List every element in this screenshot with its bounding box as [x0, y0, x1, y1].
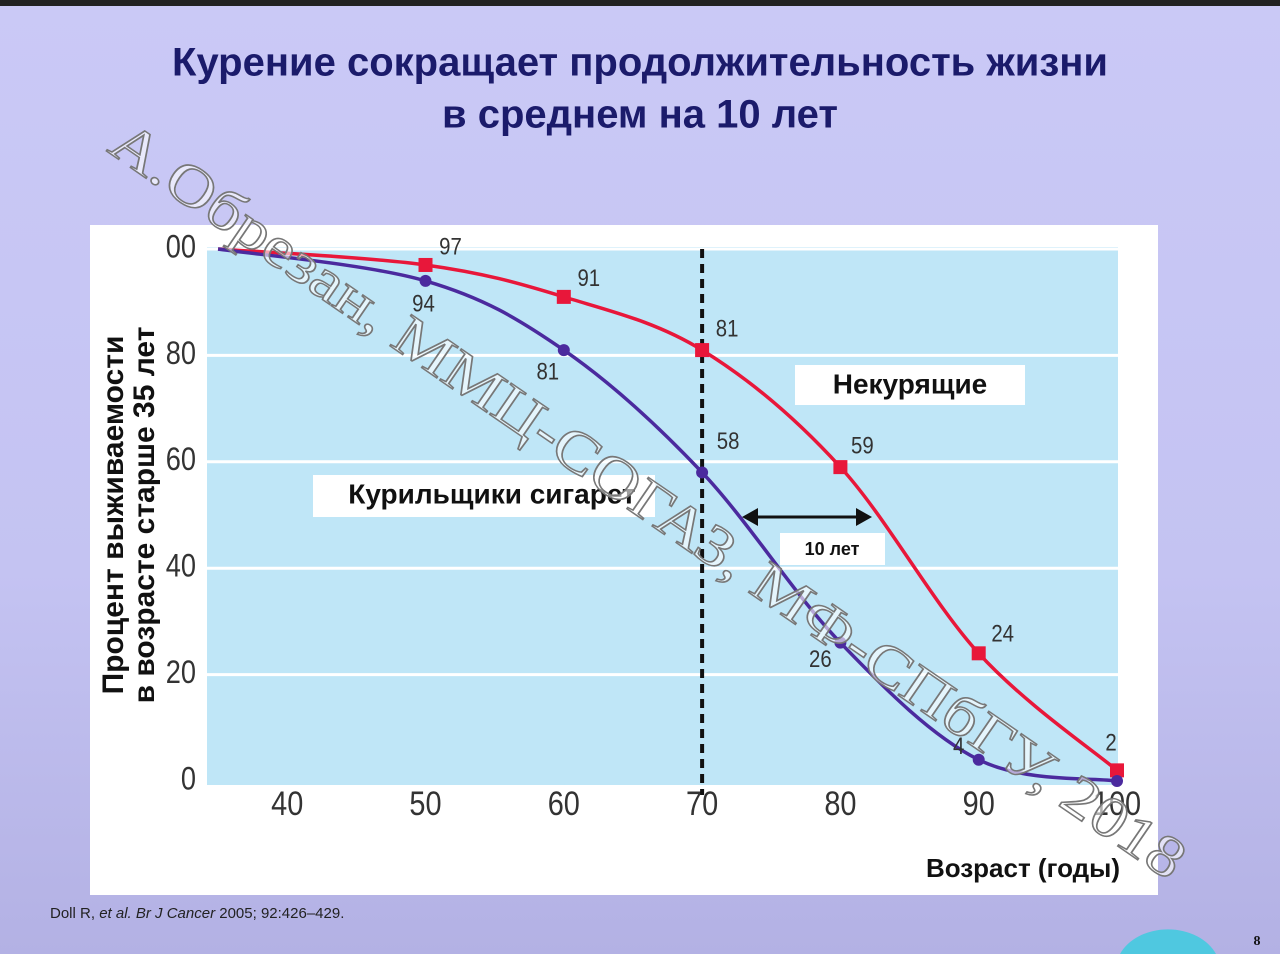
data-label: 4 [953, 733, 964, 760]
point [557, 344, 570, 357]
y-axis-label: Процент выживаемости [97, 336, 130, 695]
point [556, 289, 571, 304]
point [419, 274, 432, 287]
point [418, 257, 433, 272]
gap-label: 10 лет [805, 539, 860, 559]
x-tick-label: 50 [409, 784, 441, 823]
point [695, 343, 710, 358]
y-tick-label: 40 [166, 549, 196, 585]
y-tick-label: 60 [166, 442, 196, 478]
title-line: в среднем на 10 лет [442, 93, 838, 137]
source-text: 2005; 92:426–429. [215, 905, 345, 922]
legend-label: Некурящие [833, 368, 988, 399]
point [833, 460, 848, 475]
source-text: Doll R, [50, 905, 100, 922]
page-number: 8 [1254, 934, 1261, 949]
x-tick-label: 90 [963, 784, 995, 823]
data-label: 59 [851, 432, 874, 459]
x-tick-label: 40 [271, 784, 303, 823]
top-bar [0, 0, 1280, 6]
source-text: Br J Cancer [131, 905, 216, 922]
label-box [795, 365, 1025, 405]
y-tick-label: 0 [181, 761, 196, 797]
data-label: 97 [439, 233, 462, 260]
y-axis-label: в возрасте старше 35 лет [128, 327, 161, 704]
data-label: 58 [717, 427, 740, 454]
point [972, 753, 985, 766]
data-label: 26 [809, 645, 832, 672]
data-label: 94 [412, 290, 435, 317]
point [1110, 763, 1124, 778]
source-text: et al. [99, 905, 132, 922]
x-tick-label: 80 [824, 784, 856, 823]
title-line: Курение сокращает продолжительность жизн… [172, 41, 1108, 85]
legend-label: Курильщики сигарет [348, 478, 636, 509]
point [834, 636, 847, 649]
point [971, 646, 986, 661]
x-tick-label: 100 [1093, 784, 1141, 823]
point [1111, 775, 1123, 787]
label-box [313, 475, 655, 517]
arrow-head [742, 508, 872, 526]
source: Doll R, et al. Br J Cancer 2005; 92:426–… [50, 905, 344, 922]
x-axis-label: Возраст (годы) [926, 853, 1120, 883]
y-tick-label: 00 [166, 229, 196, 265]
data-label: 81 [536, 358, 559, 385]
label-box [780, 533, 885, 565]
data-label: 91 [577, 265, 600, 292]
x-tick-label: 60 [548, 784, 580, 823]
corner-shape [1120, 929, 1216, 954]
data-label: 2 [1105, 729, 1116, 756]
y-tick-label: 20 [166, 655, 196, 691]
data-label: 81 [716, 315, 739, 342]
y-tick-label: 80 [166, 336, 196, 372]
point [696, 466, 709, 479]
data-label: 24 [991, 620, 1014, 647]
